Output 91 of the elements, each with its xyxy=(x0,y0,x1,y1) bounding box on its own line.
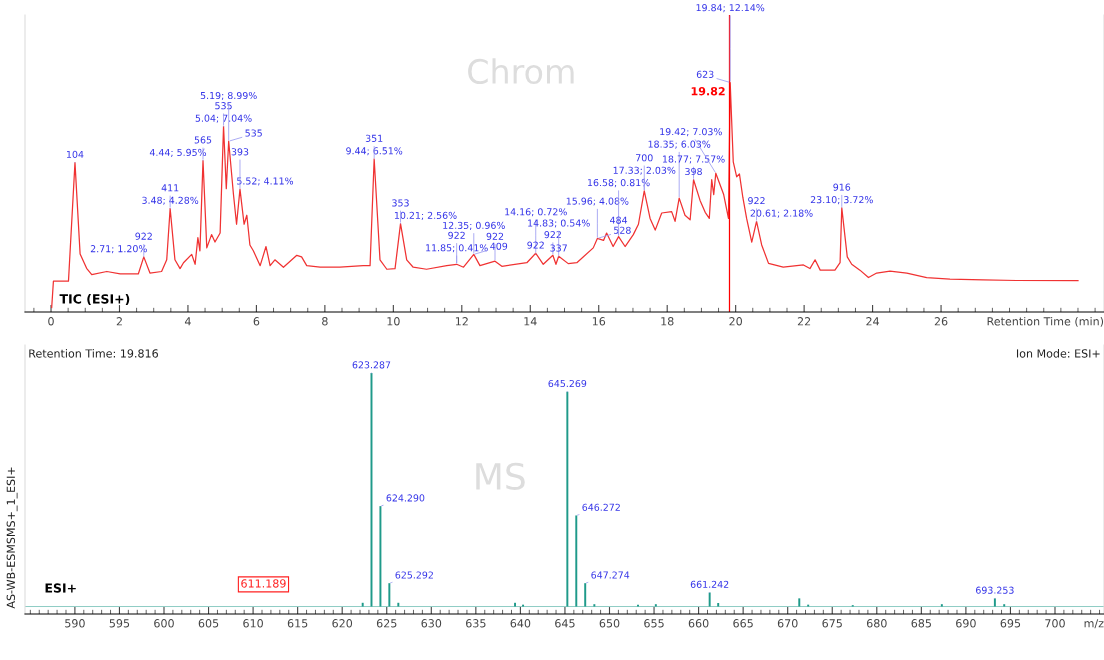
annotation: 623 xyxy=(696,70,714,78)
annotation: 14.16; 0.72% xyxy=(505,208,567,217)
x-tick-label: 615 xyxy=(287,619,308,628)
annotation: 647.274 xyxy=(591,571,630,579)
x-tick-label: 16 xyxy=(592,317,606,326)
x-tick-label: 10 xyxy=(387,317,400,326)
annotation: 646.272 xyxy=(582,503,620,511)
x-tick-label: 4 xyxy=(184,317,191,326)
x-tick-label: 700 xyxy=(1045,619,1065,628)
annotation: 351 xyxy=(365,134,383,142)
x-tick-label: 640 xyxy=(510,619,531,628)
x-tick-label: 675 xyxy=(822,619,842,628)
annotation: 398 xyxy=(685,167,702,176)
x-tick-label: 630 xyxy=(421,619,442,628)
annotation: 535 xyxy=(215,102,232,110)
annotation: 624.290 xyxy=(386,494,425,502)
annotation: 18.77; 7.57% xyxy=(662,155,725,164)
annotation: 535 xyxy=(245,129,262,137)
annotation: 922 xyxy=(527,241,544,249)
x-tick-label: 610 xyxy=(243,619,263,628)
x-tick-label: 680 xyxy=(866,619,887,628)
annotation: 12.35; 0.96% xyxy=(443,221,505,230)
annotation: 16.58; 0.81% xyxy=(588,179,650,188)
x-tick-label: 625 xyxy=(376,619,397,628)
x-tick-label: 24 xyxy=(866,317,880,326)
ref-line-label: 19.82 xyxy=(691,87,725,96)
annotation: 11.85; 0.41% xyxy=(426,244,488,253)
x-tick-label: 6 xyxy=(253,317,260,326)
x-tick-label: 645 xyxy=(555,619,575,628)
annotation: 19.84; 12.14% xyxy=(696,4,765,13)
annotation: 411 xyxy=(161,184,179,192)
x-tick-label: 0 xyxy=(48,317,54,326)
annotation: 922 xyxy=(748,197,765,205)
annotation: 922 xyxy=(486,232,504,240)
annotation: 353 xyxy=(392,199,409,207)
annotation: 393 xyxy=(231,148,249,156)
text: AS-WB-ESMSMS+_1_ESI+ xyxy=(6,467,18,609)
x-tick-label: 12 xyxy=(455,317,468,326)
annotation: 5.19; 8.99% xyxy=(200,91,257,101)
annotation: 17.33; 2.03% xyxy=(613,166,676,175)
annotation: 15.96; 4.08% xyxy=(566,197,629,206)
x-tick-label: 690 xyxy=(956,619,976,628)
x-tick-label: 22 xyxy=(797,317,811,326)
annotation: 661.242 xyxy=(690,580,729,588)
annotation: 19.42; 7.03% xyxy=(660,128,722,137)
annotation: 23.10; 3.72% xyxy=(810,196,873,205)
x-tick-label: 18 xyxy=(661,317,674,326)
annotation: 693.253 xyxy=(976,586,1014,594)
annotation: 700 xyxy=(636,154,653,162)
x-tick-label: 650 xyxy=(599,619,620,628)
annotation: 625.292 xyxy=(395,571,433,579)
text: Ion Mode: ESI+ xyxy=(1016,349,1100,358)
x-tick-label: 660 xyxy=(688,619,709,628)
annotation: 922 xyxy=(544,231,561,239)
x-axis-title: m/z xyxy=(1084,619,1104,629)
annotation: 645.269 xyxy=(548,379,587,388)
x-tick-label: 635 xyxy=(466,619,486,628)
x-tick-label: 590 xyxy=(65,619,85,628)
annotation: 14.83; 0.54% xyxy=(528,219,590,228)
x-tick-label: 670 xyxy=(777,619,798,628)
x-tick-label: 600 xyxy=(154,619,174,628)
annotation: 611.189 xyxy=(241,579,286,588)
x-tick-label: 695 xyxy=(1000,619,1021,628)
x-tick-label: 595 xyxy=(109,619,130,628)
annotation: TIC (ESI+) xyxy=(59,293,130,306)
x-tick-label: 2 xyxy=(116,317,122,326)
x-tick-label: 665 xyxy=(733,619,753,628)
annotation: 18.35; 6.03% xyxy=(648,140,711,149)
x-tick-label: 685 xyxy=(911,619,931,628)
x-tick-label: 620 xyxy=(332,619,353,628)
x-tick-label: 26 xyxy=(934,317,948,326)
x-axis-title: Retention Time (min) xyxy=(987,316,1104,327)
annotation: 922 xyxy=(448,231,465,239)
x-tick-label: 605 xyxy=(198,619,219,628)
annotation: ESI+ xyxy=(45,583,76,593)
annotation: 528 xyxy=(614,226,631,234)
x-tick-label: 14 xyxy=(524,317,537,326)
annotation: 922 xyxy=(135,232,152,240)
x-tick-label: 655 xyxy=(644,619,664,628)
annotation: 409 xyxy=(490,242,508,250)
annotation: 5.52; 4.11% xyxy=(237,177,294,186)
annotation: 484 xyxy=(610,216,628,224)
annotation: 916 xyxy=(833,183,851,191)
annotation: 2.71; 1.20% xyxy=(90,245,147,254)
annotation: 565 xyxy=(194,136,212,144)
annotation: 623.287 xyxy=(352,361,391,369)
x-tick-label: 20 xyxy=(729,317,742,326)
text: Retention Time: 19.816 xyxy=(29,349,158,358)
annotation: 337 xyxy=(550,244,567,252)
annotation: 104 xyxy=(67,150,84,158)
x-tick-label: 8 xyxy=(322,317,328,326)
